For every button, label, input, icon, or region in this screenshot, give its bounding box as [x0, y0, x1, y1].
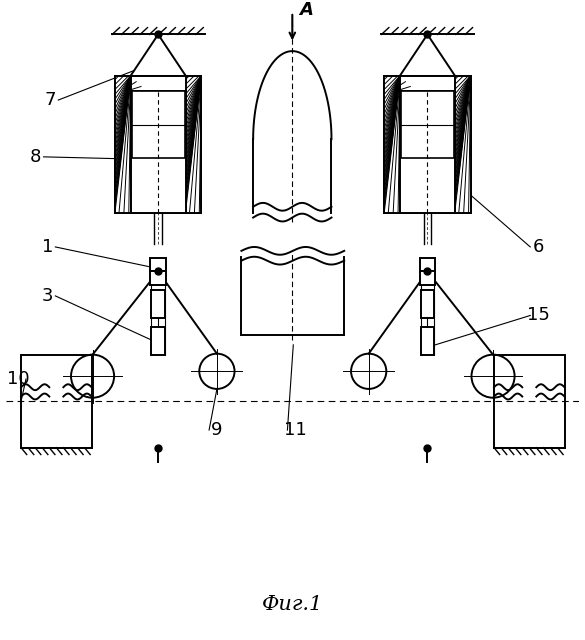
Text: 11: 11 [284, 421, 307, 439]
Text: 8: 8 [30, 148, 42, 166]
Bar [419, 271, 435, 285]
Bar [384, 76, 400, 212]
Bar [21, 355, 92, 447]
Text: 9: 9 [211, 421, 223, 439]
Bar [400, 92, 455, 212]
Bar [132, 92, 185, 158]
Bar [150, 271, 166, 285]
Text: 6: 6 [532, 238, 544, 256]
Text: 10: 10 [7, 370, 29, 388]
Bar [115, 76, 201, 92]
Bar [115, 76, 201, 212]
Bar [152, 290, 165, 318]
Bar [421, 327, 434, 355]
Bar [455, 76, 470, 212]
Bar [419, 258, 435, 271]
Text: A: A [299, 1, 313, 19]
Bar [131, 92, 185, 212]
Text: Фиг.1: Фиг.1 [261, 595, 323, 614]
Bar [421, 290, 434, 318]
Bar [115, 76, 131, 212]
Bar [150, 258, 166, 271]
Bar [401, 92, 454, 158]
Text: 7: 7 [44, 91, 56, 109]
Bar [384, 76, 470, 212]
Bar [185, 76, 201, 212]
Text: 3: 3 [42, 287, 53, 305]
Bar [152, 327, 165, 355]
Bar [494, 355, 565, 447]
Text: 1: 1 [42, 238, 53, 256]
Text: 15: 15 [526, 307, 549, 324]
Bar [384, 76, 470, 92]
